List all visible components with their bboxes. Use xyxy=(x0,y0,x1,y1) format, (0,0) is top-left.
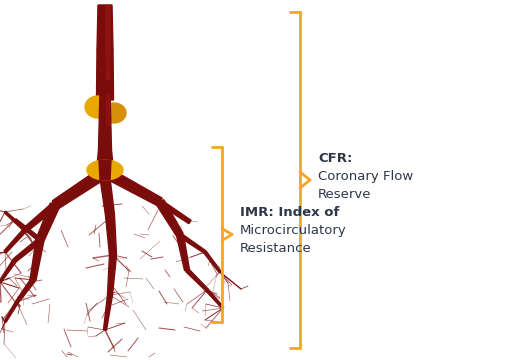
Polygon shape xyxy=(186,269,208,291)
Polygon shape xyxy=(106,215,116,255)
Polygon shape xyxy=(14,238,42,262)
Polygon shape xyxy=(179,233,206,253)
Polygon shape xyxy=(102,103,126,123)
Text: IMR: Index of: IMR: Index of xyxy=(240,206,340,219)
Polygon shape xyxy=(106,5,110,80)
Polygon shape xyxy=(177,234,189,270)
Polygon shape xyxy=(4,301,18,323)
Polygon shape xyxy=(99,92,111,130)
Polygon shape xyxy=(159,200,191,224)
Polygon shape xyxy=(99,160,111,180)
Polygon shape xyxy=(98,130,111,150)
Polygon shape xyxy=(97,5,113,50)
Polygon shape xyxy=(106,95,109,125)
Polygon shape xyxy=(14,219,41,242)
Polygon shape xyxy=(97,50,113,100)
Polygon shape xyxy=(206,289,224,309)
Polygon shape xyxy=(52,167,108,209)
Polygon shape xyxy=(97,150,113,165)
Polygon shape xyxy=(102,167,162,206)
Polygon shape xyxy=(204,251,221,273)
Polygon shape xyxy=(0,259,17,283)
Text: Reserve: Reserve xyxy=(318,188,371,201)
Polygon shape xyxy=(4,211,26,231)
Text: Resistance: Resistance xyxy=(240,242,312,255)
Polygon shape xyxy=(100,177,114,216)
Polygon shape xyxy=(87,160,123,180)
Text: Microcirculatory: Microcirculatory xyxy=(240,224,347,237)
Polygon shape xyxy=(103,294,112,330)
Polygon shape xyxy=(85,96,111,118)
Polygon shape xyxy=(23,202,57,232)
Text: CFR:: CFR: xyxy=(318,152,353,165)
Polygon shape xyxy=(30,239,44,280)
Polygon shape xyxy=(156,200,183,237)
Polygon shape xyxy=(16,279,35,303)
Polygon shape xyxy=(36,203,60,242)
Text: Coronary Flow: Coronary Flow xyxy=(318,170,413,183)
Polygon shape xyxy=(108,255,116,295)
Polygon shape xyxy=(4,229,27,253)
